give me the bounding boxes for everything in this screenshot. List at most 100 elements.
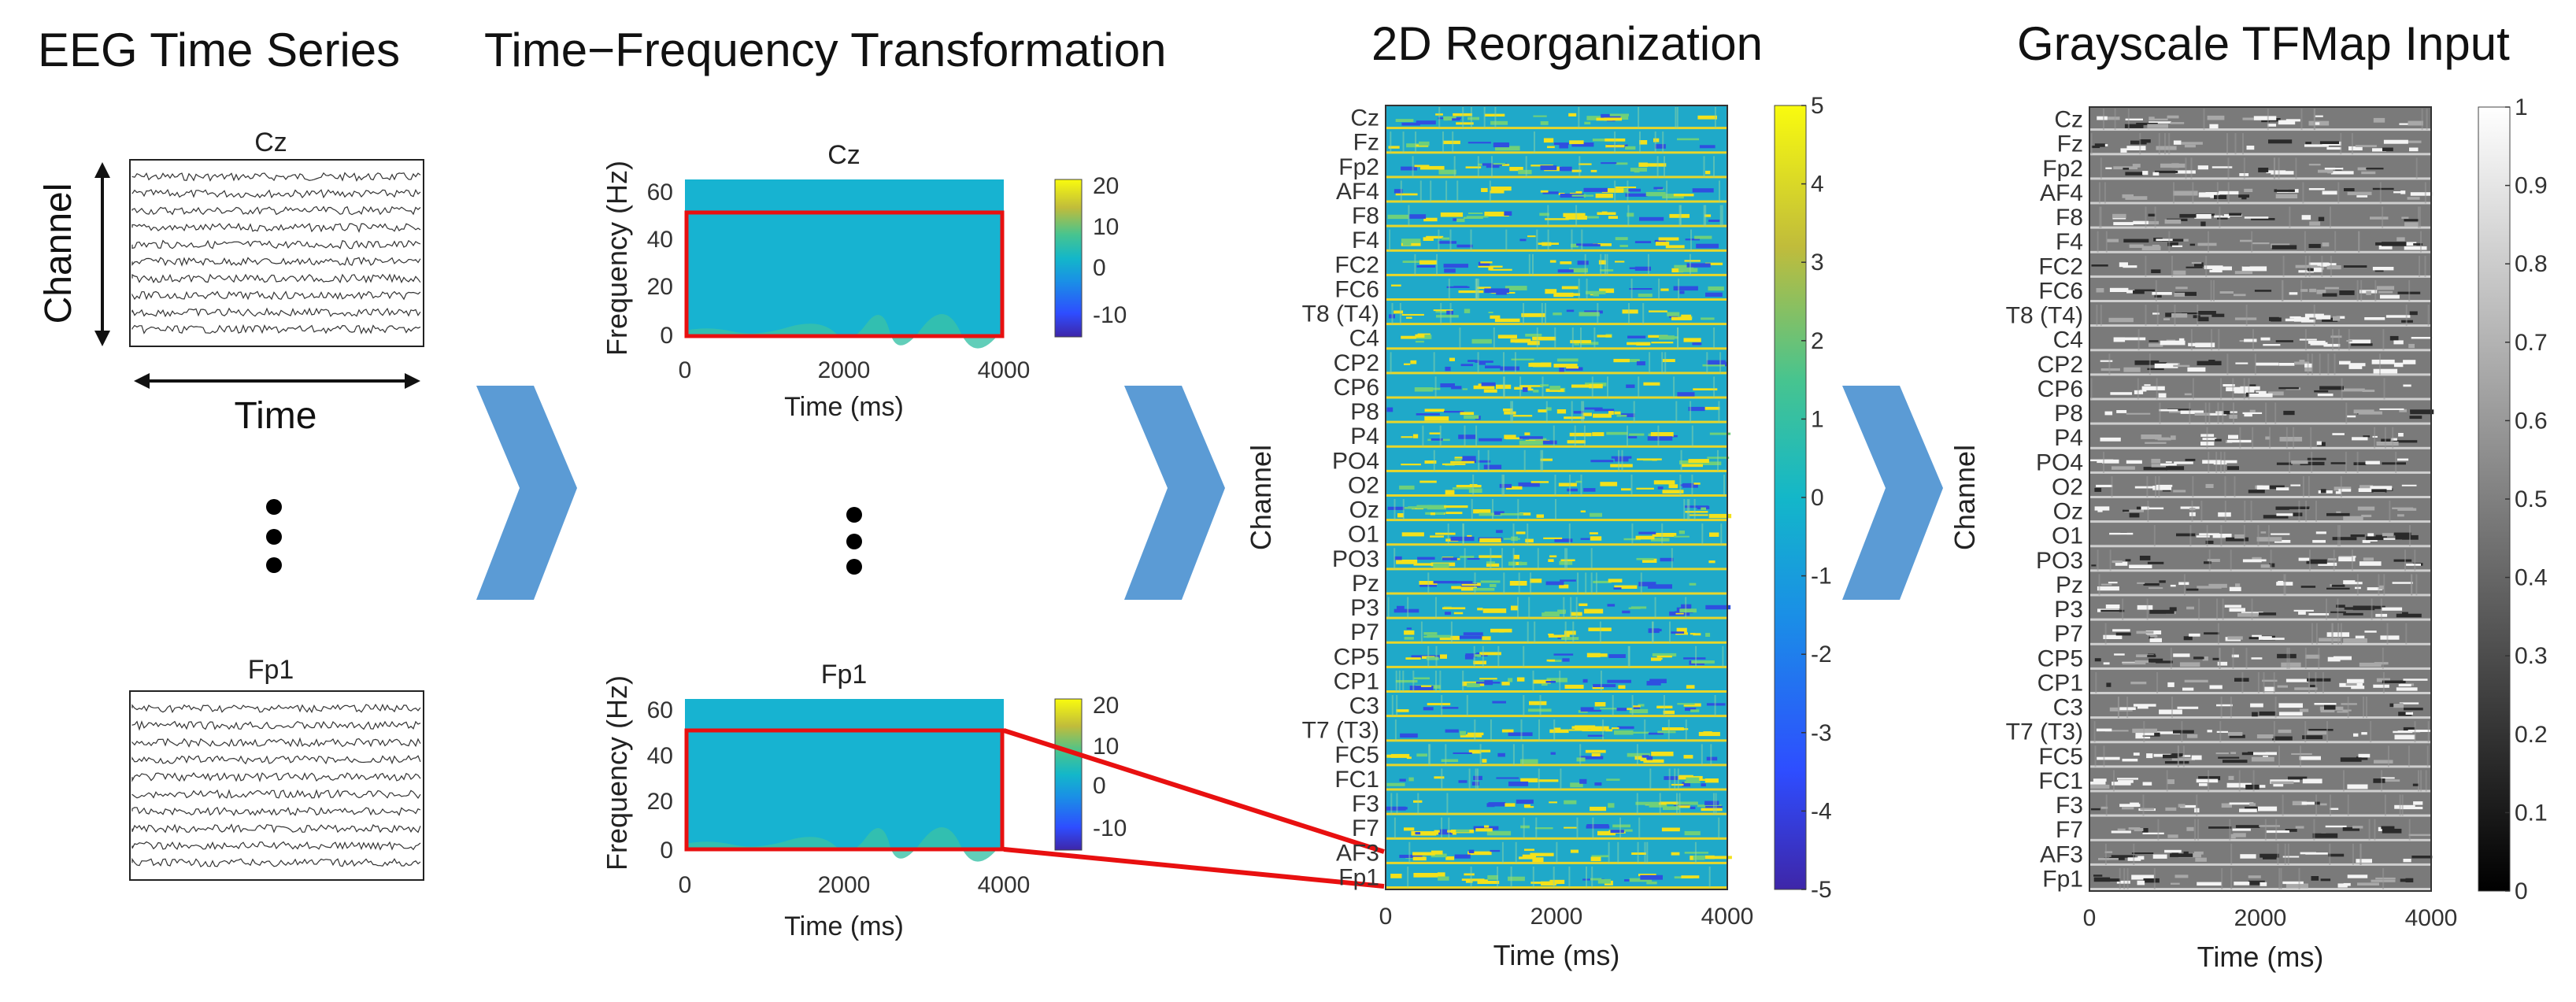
- heatmap-streak: [2153, 867, 2156, 889]
- heatmap-blob: [1652, 533, 1677, 538]
- heatmap-blob: [1484, 825, 1490, 828]
- heatmap-blob: [1674, 264, 1694, 268]
- heatmap-blob: [2271, 781, 2294, 785]
- heatmap-blob: [1546, 659, 1556, 662]
- heatmap-streak: [2097, 549, 2099, 571]
- channel-label: C4: [2053, 327, 2083, 353]
- heatmap-blob: [2090, 459, 2114, 461]
- heatmap-blob: [1454, 458, 1467, 461]
- heatmap-blob: [2271, 171, 2294, 175]
- reorg-xtick: 0: [1379, 904, 1393, 930]
- heatmap-streak: [2220, 378, 2223, 400]
- heatmap-blob: [2135, 732, 2155, 736]
- heatmap-blob: [1615, 261, 1625, 263]
- heatmap-streak: [1489, 180, 1491, 202]
- channel-label: FC1: [1334, 767, 1379, 793]
- heatmap-blob: [2298, 611, 2306, 615]
- heatmap-streak: [1503, 572, 1505, 594]
- heatmap-blob: [1651, 342, 1674, 344]
- heatmap-blob: [1423, 707, 1434, 711]
- heatmap-streak: [1517, 597, 1519, 619]
- heatmap-blob: [2341, 388, 2365, 392]
- heatmap-streak: [1597, 303, 1599, 325]
- heatmap-blob: [2404, 708, 2423, 711]
- channel-label: FC5: [1334, 742, 1379, 768]
- heatmap-blob: [2126, 146, 2146, 150]
- heatmap-blob: [2351, 556, 2356, 558]
- heatmap-blob: [2307, 730, 2327, 735]
- heatmap-streak: [1630, 474, 1633, 496]
- heatmap-blob: [1426, 656, 1439, 660]
- heatmap-blob: [2385, 315, 2411, 318]
- heatmap-blob: [1429, 432, 1441, 434]
- heatmap-streak: [2158, 475, 2160, 497]
- heatmap-blob: [1456, 122, 1474, 125]
- heatmap-streak: [1713, 327, 1715, 349]
- heatmap-blob: [1479, 512, 1502, 516]
- heatmap-blob: [1530, 852, 1554, 856]
- heatmap-blob: [2341, 703, 2357, 705]
- heatmap-streak: [1722, 645, 1724, 667]
- heatmap-blob: [1397, 807, 1408, 810]
- heatmap-streak: [2356, 279, 2359, 301]
- heatmap-blob: [2149, 638, 2162, 642]
- heatmap-blob: [1476, 682, 1501, 684]
- heatmap-blob: [1650, 432, 1674, 437]
- heatmap-blob: [1454, 854, 1471, 859]
- heatmap-blob: [1486, 830, 1512, 836]
- heatmap-blob: [1387, 506, 1405, 510]
- heatmap-streak: [2348, 329, 2350, 351]
- heatmap-blob: [1415, 340, 1424, 343]
- heatmap-streak: [1654, 597, 1656, 619]
- heatmap-blob: [1399, 854, 1423, 858]
- channel-label: T7 (T3): [1302, 718, 1379, 744]
- chevron-arrow-3: [1842, 386, 1943, 600]
- heatmap-blob: [2131, 852, 2154, 854]
- heatmap-blob: [1554, 538, 1573, 542]
- heatmap-streak: [2264, 819, 2267, 841]
- heatmap-streak: [2340, 623, 2342, 645]
- heatmap-blob: [2382, 147, 2393, 152]
- heatmap-blob: [2218, 512, 2231, 517]
- heatmap-blob: [1394, 556, 1402, 560]
- heatmap-streak: [2278, 157, 2280, 179]
- heatmap-streak: [1441, 817, 1443, 839]
- heatmap-streak: [2200, 501, 2203, 523]
- heatmap-blob: [1673, 194, 1694, 197]
- heatmap-streak: [2119, 867, 2121, 889]
- heatmap-streak: [1407, 866, 1409, 888]
- heatmap-blob: [1653, 187, 1664, 190]
- heatmap-blob: [1626, 384, 1635, 388]
- heatmap-streak: [1440, 303, 1442, 325]
- heatmap-blob: [1468, 360, 1479, 362]
- heatmap-blob: [1704, 800, 1719, 805]
- heatmap-blob: [1538, 409, 1547, 412]
- heatmap-blob: [2362, 390, 2375, 392]
- heatmap-streak: [1407, 597, 1409, 619]
- heatmap-blob: [2285, 318, 2301, 322]
- heatmap-blob: [1401, 532, 1424, 537]
- heatmap-blob: [1504, 411, 1516, 415]
- heatmap-blob: [2379, 294, 2400, 299]
- heatmap-blob: [1693, 483, 1701, 485]
- tf-fp1-ytick: 60: [647, 697, 673, 723]
- heatmap-blob: [2343, 516, 2363, 521]
- heatmap-streak: [1571, 401, 1573, 423]
- heatmap-blob: [2276, 487, 2289, 490]
- heatmap-blob: [2164, 219, 2182, 224]
- heatmap-streak: [2192, 378, 2194, 400]
- heatmap-streak: [2098, 574, 2100, 596]
- heatmap-blob: [2149, 340, 2159, 342]
- heatmap-blob: [2237, 389, 2255, 394]
- heatmap-blob: [2100, 360, 2113, 362]
- heatmap-streak: [2164, 133, 2166, 155]
- heatmap-blob: [1513, 554, 1519, 560]
- heatmap-streak: [1545, 303, 1546, 325]
- heatmap-streak: [2363, 697, 2364, 719]
- heatmap-blob: [1461, 586, 1477, 591]
- heatmap-blob: [1693, 633, 1701, 636]
- heatmap-blob: [1632, 731, 1649, 734]
- heatmap-streak: [1630, 278, 1633, 300]
- heatmap-blob: [1650, 538, 1670, 542]
